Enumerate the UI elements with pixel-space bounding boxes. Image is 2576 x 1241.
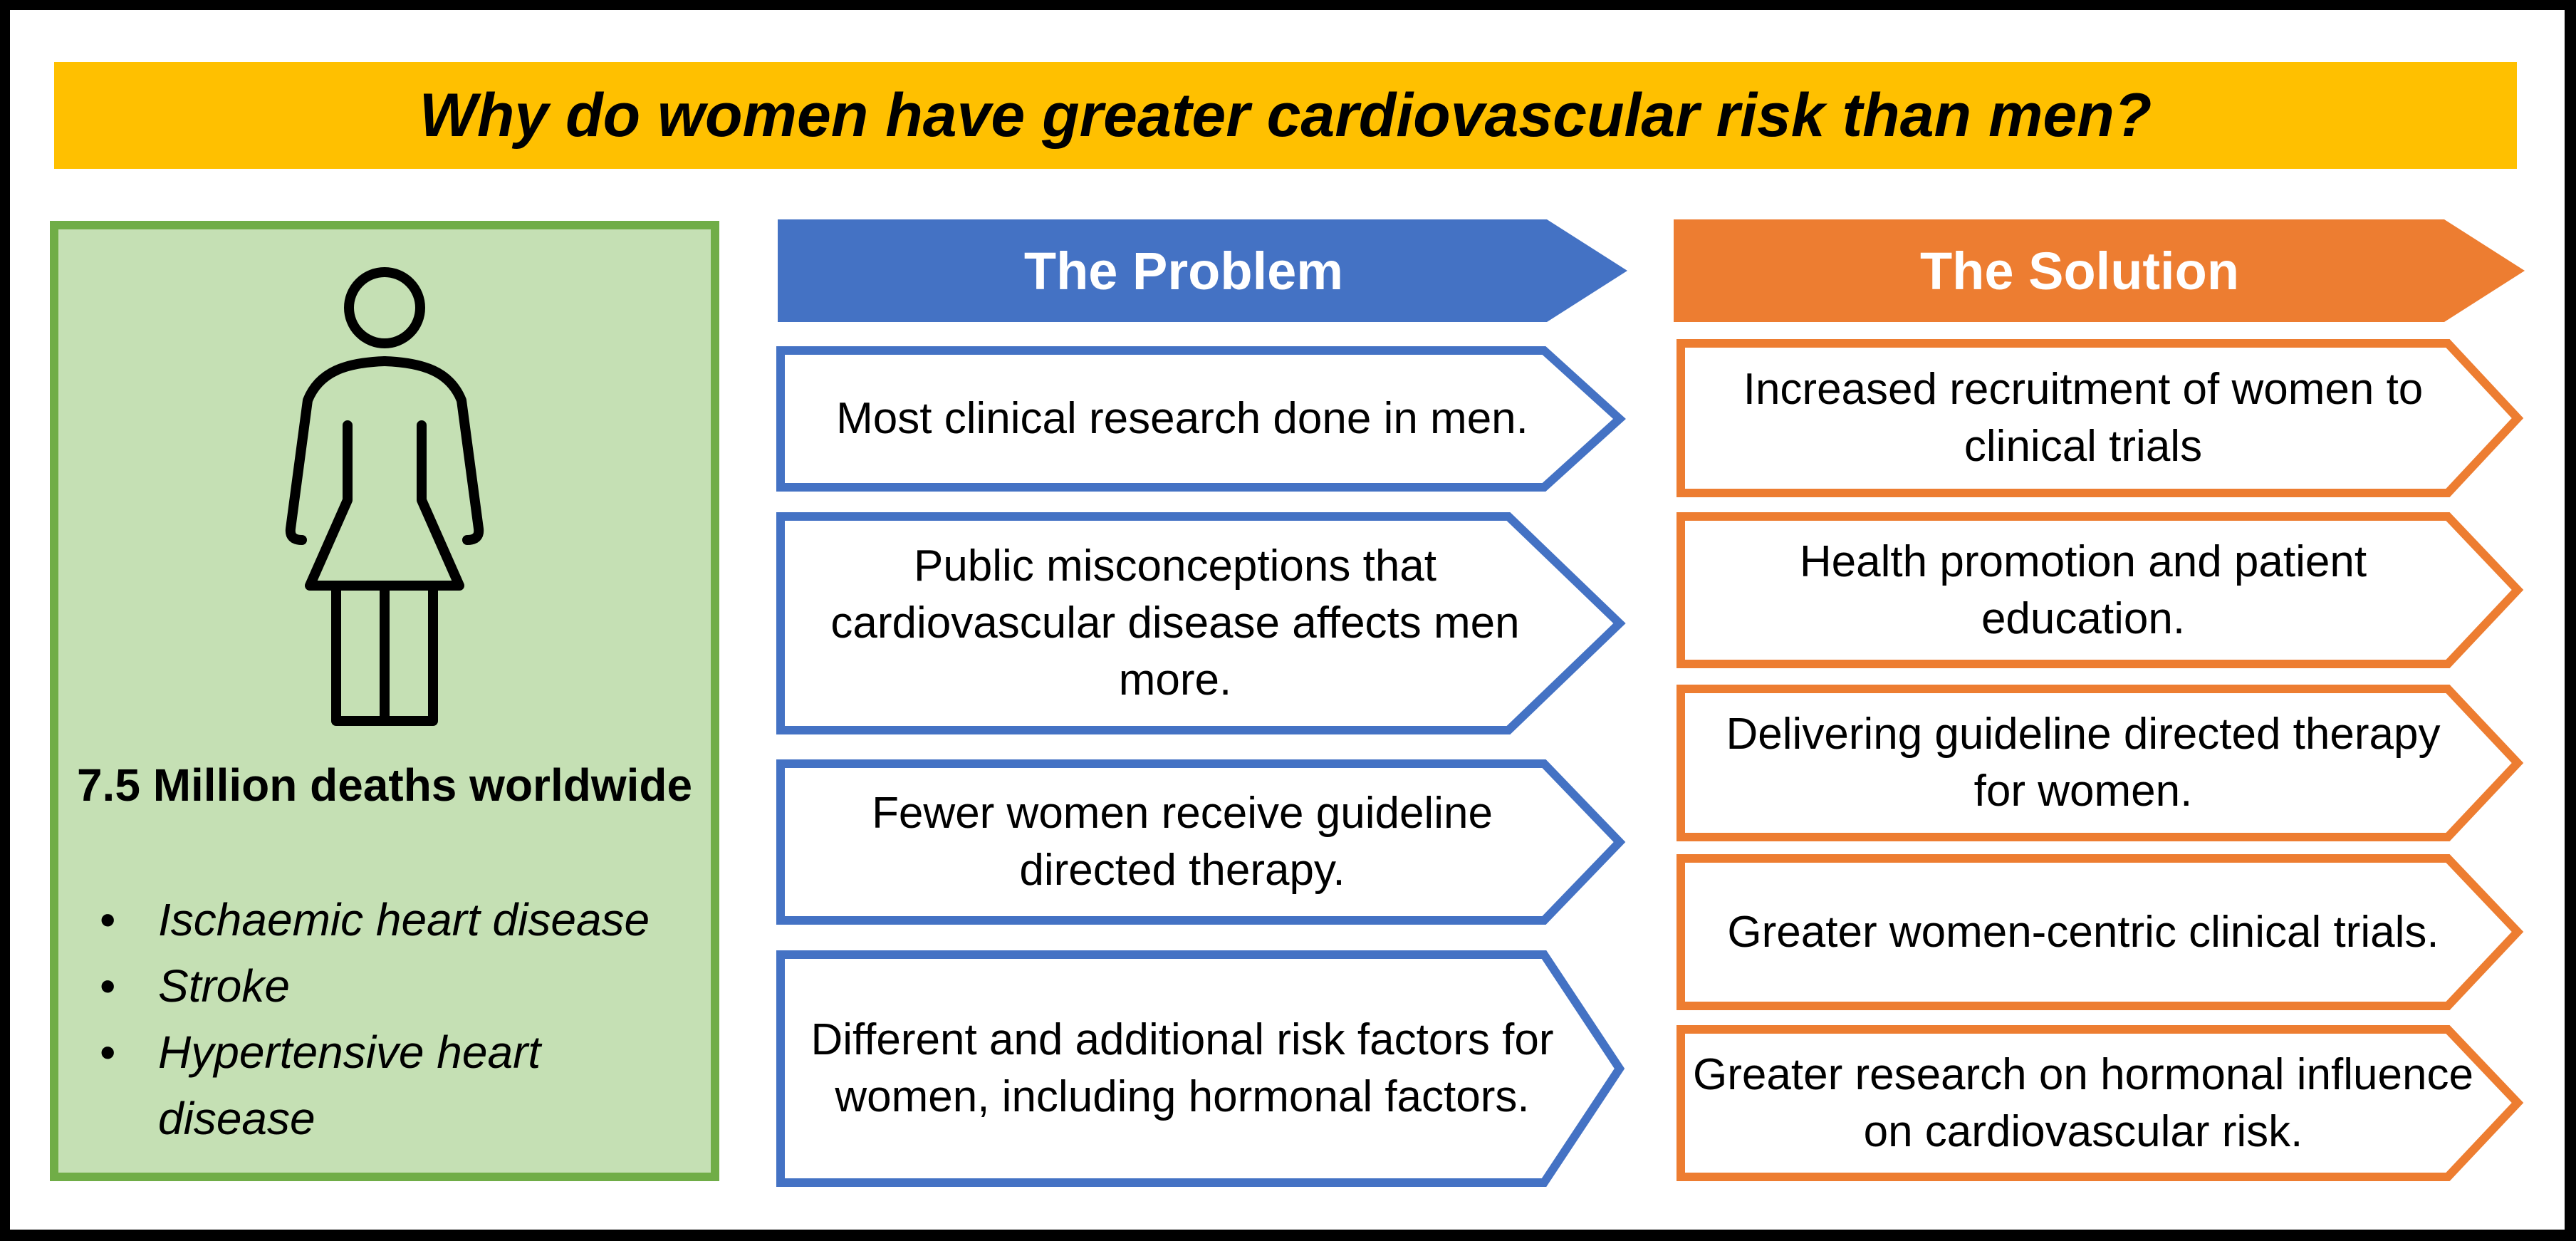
page-title: Why do women have greater cardiovascular… — [419, 81, 2152, 150]
problem-item-2: Public misconceptions that cardiovascula… — [830, 541, 1520, 705]
solution-item-4: Greater women-centric clinical trials. — [1727, 908, 2439, 957]
problem-header-label: The Problem — [1023, 241, 1344, 301]
solution-cell-5 — [1677, 1025, 2524, 1181]
problem-header-arrow — [778, 219, 1627, 322]
problem-item-3: Fewer women receive guideline directed t… — [872, 789, 1493, 895]
list-item: Stroke — [100, 953, 705, 1019]
woman-icon — [285, 267, 484, 726]
list-item: Ischaemic heart disease — [100, 887, 705, 953]
solution-cell-4 — [1677, 854, 2524, 1010]
list-item: Hypertensive heart disease — [100, 1019, 705, 1152]
solution-cell-2 — [1677, 512, 2524, 668]
solution-cell-3 — [1677, 685, 2524, 841]
problem-cell-4 — [776, 950, 1625, 1187]
problem-cell-2 — [776, 512, 1626, 734]
solution-cell-1 — [1677, 339, 2524, 497]
problem-cell-3 — [776, 759, 1626, 925]
solution-item-5: Greater research on hormonal influence o… — [1693, 1050, 2473, 1156]
deaths-headline: 7.5 Million deaths worldwide — [76, 759, 693, 811]
title-bar — [54, 62, 2517, 169]
solution-item-1: Increased recruitment of women to clinic… — [1743, 365, 2424, 471]
problem-cell-1 — [776, 346, 1626, 492]
solution-item-2: Health promotion and patient education. — [1799, 537, 2367, 643]
problem-item-4: Different and additional risk factors fo… — [810, 1015, 1554, 1121]
problem-item-1: Most clinical research done in men. — [836, 394, 1528, 443]
solution-header-label: The Solution — [1919, 241, 2240, 301]
solution-header-arrow — [1674, 219, 2525, 322]
solution-item-3: Delivering guideline directed therapy fo… — [1726, 710, 2441, 816]
cause-list: Ischaemic heart disease Stroke Hypertens… — [100, 887, 705, 1152]
